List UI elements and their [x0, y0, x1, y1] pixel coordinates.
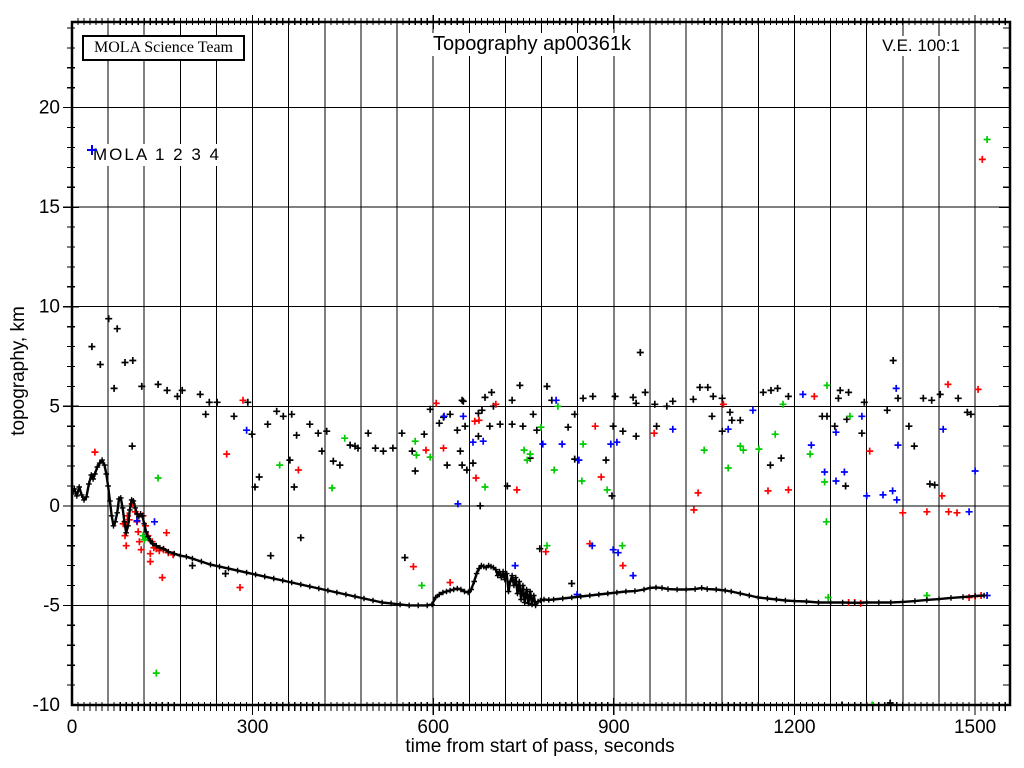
y-axis-title: topography, km — [8, 306, 29, 436]
svg-text:20: 20 — [39, 98, 60, 119]
svg-text:5: 5 — [49, 396, 60, 417]
x-tick-labels: 0 300 600 900 1200 1500 — [67, 717, 997, 738]
scatter-series-mola-1 — [88, 315, 975, 704]
y-tick-labels: -10 -5 0 5 10 15 20 — [33, 98, 60, 716]
scatter-series-mola-4 — [133, 384, 991, 599]
svg-text:0: 0 — [49, 496, 60, 517]
scatter-series-mola-2 — [91, 155, 986, 607]
scatter-points — [88, 136, 991, 704]
svg-text:300: 300 — [237, 717, 269, 738]
profile-line — [73, 458, 985, 607]
vertical-exaggeration-label: V.E. 100:1 — [876, 36, 966, 56]
topography-profile — [73, 457, 987, 609]
scatter-series-mola-3 — [139, 136, 991, 704]
axis-ticks — [63, 15, 1010, 715]
profile-markers — [73, 457, 987, 609]
svg-text:1200: 1200 — [773, 717, 815, 738]
svg-text:900: 900 — [598, 717, 630, 738]
mola-science-team-box: MOLA Science Team — [82, 35, 245, 61]
legend-plus-marker-icon — [87, 145, 97, 155]
svg-text:-5: -5 — [43, 595, 60, 616]
svg-text:0: 0 — [67, 717, 78, 738]
svg-text:1500: 1500 — [954, 717, 996, 738]
svg-text:-10: -10 — [33, 695, 60, 716]
legend: MOLA 1 2 3 4 — [86, 144, 225, 166]
x-axis-title: time from start of pass, seconds — [405, 736, 675, 757]
chart-title: Topography ap00361k — [423, 33, 641, 56]
svg-text:10: 10 — [39, 297, 60, 318]
svg-text:600: 600 — [417, 717, 449, 738]
svg-text:15: 15 — [39, 197, 60, 218]
plot-frame — [70, 20, 1012, 707]
legend-label: MOLA 1 2 3 4 — [93, 145, 221, 164]
mola-science-team-label: MOLA Science Team — [94, 39, 233, 56]
